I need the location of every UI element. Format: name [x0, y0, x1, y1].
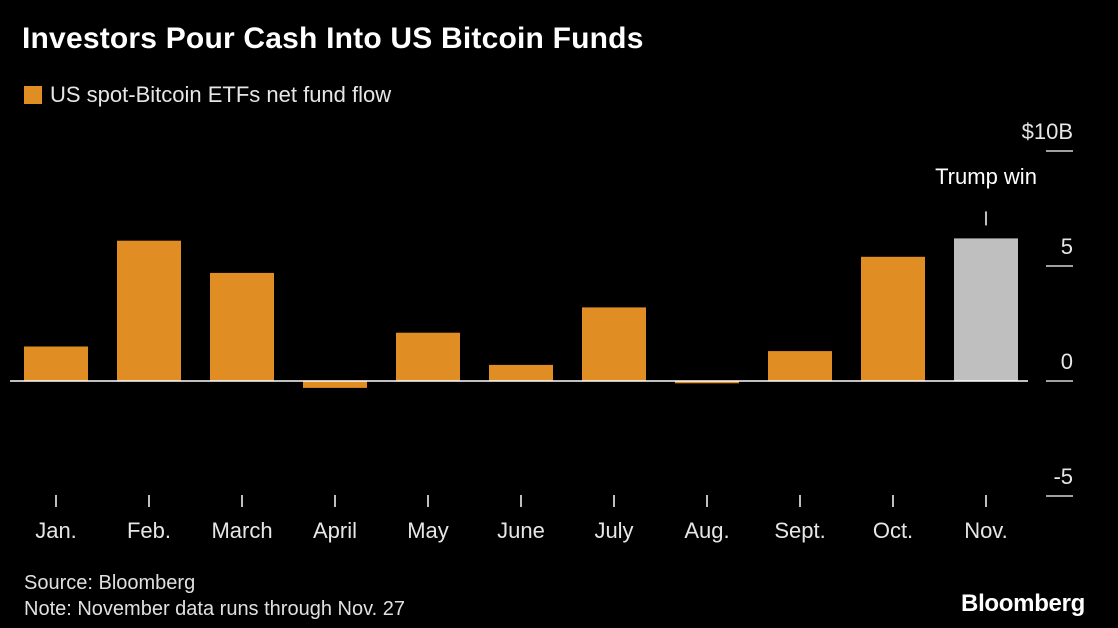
bar: [396, 332, 460, 381]
x-tick-label: Jan.: [35, 518, 77, 543]
x-tick-label: Oct.: [873, 518, 913, 543]
y-tick-label: -5: [1053, 464, 1073, 489]
y-tick-label: 5: [1061, 234, 1073, 259]
legend: US spot-Bitcoin ETFs net fund flow: [24, 82, 391, 108]
bar: [489, 364, 553, 381]
bloomberg-logo: Bloomberg: [961, 590, 1085, 617]
y-tick-label: 0: [1061, 349, 1073, 374]
bar: [768, 351, 832, 381]
bar: [210, 272, 274, 381]
x-tick-label: April: [313, 518, 357, 543]
annotation-label: Trump win: [935, 164, 1037, 189]
legend-label: US spot-Bitcoin ETFs net fund flow: [50, 82, 392, 107]
x-tick-label: Sept.: [774, 518, 825, 543]
x-tick-label: July: [594, 518, 633, 543]
chart-title: Investors Pour Cash Into US Bitcoin Fund…: [22, 22, 644, 55]
x-tick-label: May: [407, 518, 449, 543]
bar: [954, 238, 1018, 381]
x-tick-label: June: [497, 518, 545, 543]
x-tick-label: Nov.: [964, 518, 1008, 543]
bar: [675, 381, 739, 384]
x-tick-label: March: [211, 518, 272, 543]
x-tick-label: Aug.: [684, 518, 729, 543]
bar: [582, 307, 646, 381]
legend-swatch: [24, 86, 42, 104]
source-text: Source: Bloomberg: [24, 572, 196, 594]
note-text: Note: November data runs through Nov. 27: [24, 598, 405, 620]
footer-notes: Source: Bloomberg Note: November data ru…: [24, 570, 405, 622]
bar: [117, 240, 181, 381]
bar: [861, 256, 925, 381]
x-tick-label: Feb.: [127, 518, 171, 543]
bar: [24, 346, 88, 381]
bar: [303, 381, 367, 388]
y-tick-label: $10B: [1022, 119, 1073, 144]
